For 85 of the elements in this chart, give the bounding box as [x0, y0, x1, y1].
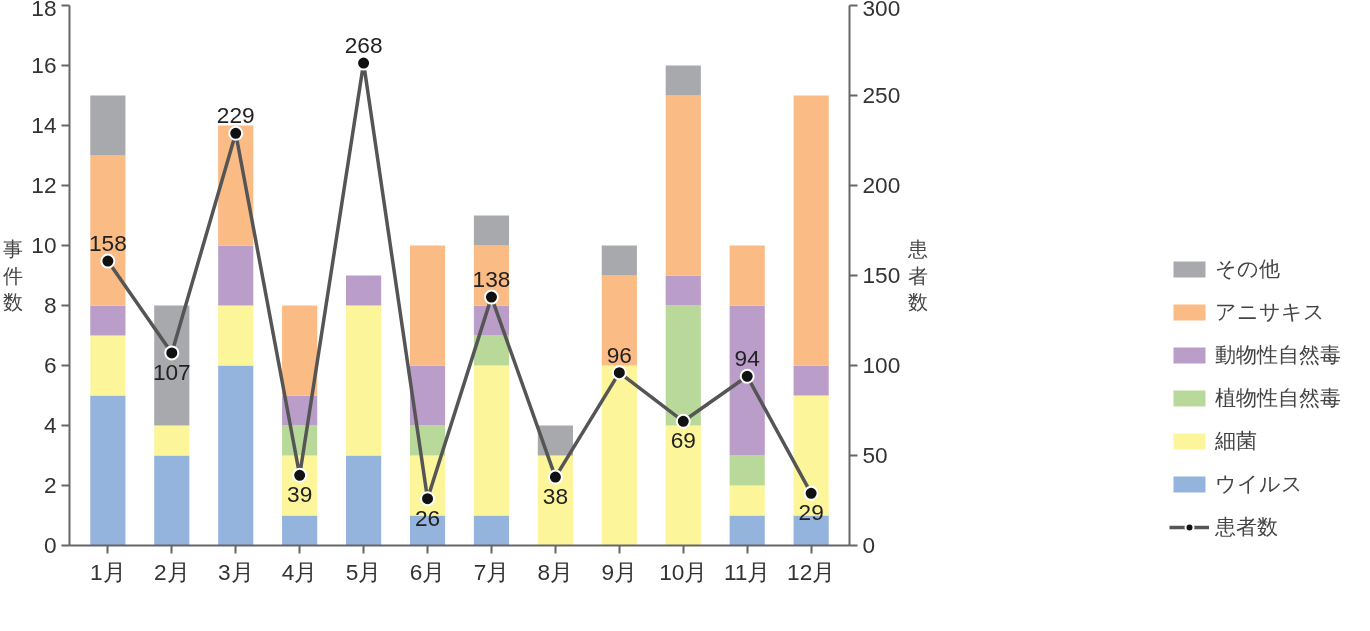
x-tick-label: 2月 — [153, 558, 190, 585]
y-tick-label: 8 — [43, 292, 57, 318]
bar — [90, 395, 126, 546]
x-tick-label: 1月 — [90, 558, 126, 585]
bar — [90, 335, 126, 396]
data-label: 69 — [670, 427, 696, 454]
y2-axis-title: 患者数 — [907, 238, 929, 313]
y-tick-label: 10 — [31, 232, 57, 258]
bar — [665, 95, 701, 276]
bar — [346, 275, 382, 306]
x-tick-label: 3月 — [217, 558, 254, 585]
bar — [473, 335, 510, 366]
legend-label: 患者数 — [1215, 514, 1278, 541]
legend-label: その他 — [1215, 256, 1280, 283]
x-tick-label: 6月 — [409, 558, 446, 585]
data-label: 39 — [287, 481, 313, 508]
bar — [601, 365, 637, 546]
data-label: 158 — [88, 230, 127, 257]
bar — [729, 485, 765, 516]
x-tick-label: 7月 — [473, 558, 510, 585]
bar — [729, 305, 765, 456]
legend-label: 細菌 — [1215, 428, 1257, 455]
bar — [729, 245, 765, 306]
legend-label: 植物性自然毒 — [1215, 385, 1341, 412]
y2-tick-label: 0 — [862, 532, 876, 558]
legend-label: アニサキス — [1215, 299, 1325, 326]
x-tick-label: 9月 — [601, 558, 638, 585]
bar — [665, 305, 701, 426]
bar — [154, 425, 190, 456]
bar — [218, 365, 254, 546]
bar — [409, 245, 446, 366]
data-label: 138 — [472, 266, 511, 293]
data-label: 94 — [734, 345, 760, 372]
bar — [346, 305, 382, 456]
bar — [282, 515, 318, 546]
bar — [729, 455, 765, 486]
x-tick-label: 10月 — [659, 558, 708, 585]
y2-tick-label: 300 — [862, 0, 901, 21]
data-label: 229 — [216, 102, 255, 129]
x-tick-label: 8月 — [537, 558, 574, 585]
bar — [473, 515, 510, 546]
bar — [665, 275, 701, 306]
bar — [473, 215, 510, 246]
x-tick-label: 5月 — [345, 558, 382, 585]
x-tick-label: 4月 — [281, 558, 318, 585]
legend-label: 動物性自然毒 — [1215, 342, 1341, 369]
bar — [601, 275, 637, 366]
y2-tick-label: 100 — [862, 352, 901, 378]
data-label: 38 — [542, 483, 568, 510]
data-label: 96 — [606, 341, 632, 368]
data-label: 29 — [798, 499, 824, 526]
bar — [409, 365, 446, 426]
bar — [346, 455, 382, 546]
bar — [154, 455, 190, 546]
y-tick-label: 14 — [31, 112, 57, 138]
y2-tick-label: 50 — [862, 442, 888, 468]
bar — [218, 305, 254, 366]
bar — [665, 65, 701, 96]
y-axis-title: 事件数 — [3, 238, 24, 313]
bar — [473, 365, 510, 516]
data-label: 107 — [152, 358, 191, 385]
x-tick-label: 12月 — [787, 558, 836, 585]
bar — [90, 305, 126, 336]
y-tick-label: 18 — [31, 0, 57, 21]
y-tick-label: 12 — [31, 172, 57, 198]
bar — [793, 365, 829, 396]
legend-label: ウイルス — [1215, 471, 1303, 498]
bar — [793, 95, 829, 366]
bar — [218, 245, 254, 306]
y2-tick-label: 150 — [862, 262, 901, 288]
bar — [282, 305, 318, 396]
bar — [90, 95, 126, 156]
y2-tick-label: 200 — [862, 172, 901, 198]
y2-tick-label: 250 — [862, 82, 901, 108]
y-tick-label: 2 — [43, 472, 57, 498]
y-tick-label: 6 — [43, 352, 57, 378]
bar — [90, 155, 126, 306]
y-tick-label: 4 — [43, 412, 57, 438]
x-tick-label: 11月 — [723, 558, 771, 585]
bar — [601, 245, 637, 276]
bar — [665, 425, 701, 546]
bar — [729, 515, 765, 546]
data-label: 268 — [344, 32, 383, 59]
y-tick-label: 0 — [43, 532, 57, 558]
y-tick-label: 16 — [31, 52, 57, 78]
